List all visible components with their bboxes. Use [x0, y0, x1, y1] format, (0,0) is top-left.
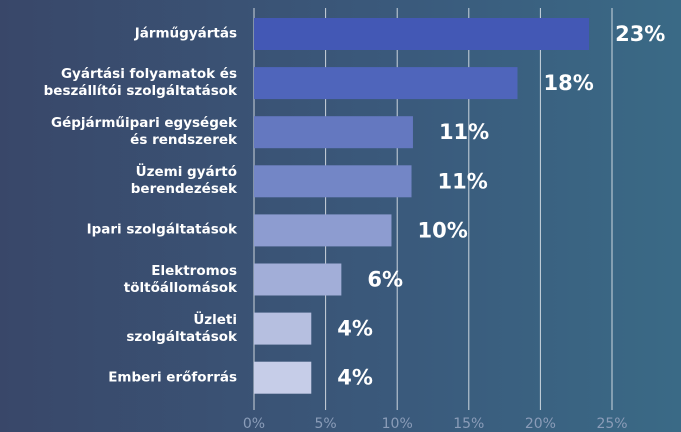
bar [254, 214, 392, 247]
category-label: Gépjárműipari egységek és rendszerek [51, 115, 237, 149]
value-label: 6% [367, 268, 403, 292]
x-tick-label: 10% [382, 416, 413, 432]
bar [254, 312, 312, 345]
bar [254, 18, 590, 50]
category-label: Elektromos töltőállomások [123, 262, 237, 296]
x-tick-label: 5% [314, 416, 336, 432]
value-label: 10% [417, 218, 467, 242]
category-label: Emberi erőforrás [108, 369, 237, 386]
bar [254, 67, 518, 100]
bar [254, 116, 413, 149]
x-tick-label: 0% [243, 416, 265, 432]
bar [254, 263, 342, 296]
category-label: Gyártási folyamatok és beszállítói szolg… [43, 66, 237, 100]
category-label: Üzemi gyártó berendezések [130, 164, 237, 198]
x-tick-label: 25% [596, 416, 627, 432]
value-label: 23% [615, 22, 665, 46]
category-label: Járműgyártás [134, 25, 237, 42]
bar [254, 165, 412, 198]
category-label: Ipari szolgáltatások [86, 221, 237, 238]
value-label: 4% [337, 317, 373, 341]
category-label: Üzleti szolgáltatások [126, 311, 237, 345]
x-tick-label: 15% [453, 416, 484, 432]
value-label: 11% [439, 120, 489, 144]
value-label: 18% [543, 71, 593, 95]
bar [254, 361, 312, 394]
x-tick-label: 20% [525, 416, 556, 432]
value-label: 4% [337, 366, 373, 390]
value-label: 11% [438, 169, 488, 193]
